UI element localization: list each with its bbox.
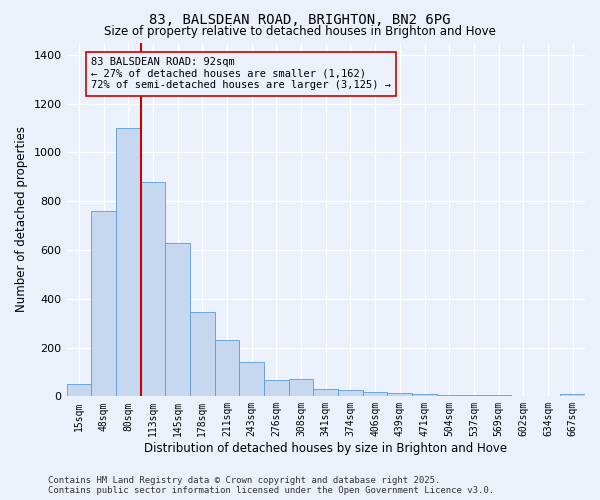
- Bar: [215, 340, 239, 396]
- Text: Size of property relative to detached houses in Brighton and Hove: Size of property relative to detached ho…: [104, 25, 496, 38]
- Bar: [239, 362, 264, 396]
- Text: 83 BALSDEAN ROAD: 92sqm
← 27% of detached houses are smaller (1,162)
72% of semi: 83 BALSDEAN ROAD: 92sqm ← 27% of detache…: [91, 57, 391, 90]
- Text: 83, BALSDEAN ROAD, BRIGHTON, BN2 6PG: 83, BALSDEAN ROAD, BRIGHTON, BN2 6PG: [149, 12, 451, 26]
- Bar: [388, 394, 412, 396]
- Y-axis label: Number of detached properties: Number of detached properties: [15, 126, 28, 312]
- Bar: [338, 390, 363, 396]
- Bar: [412, 394, 437, 396]
- Bar: [461, 395, 486, 396]
- Bar: [313, 389, 338, 396]
- Bar: [91, 211, 116, 396]
- Bar: [165, 242, 190, 396]
- Bar: [363, 392, 388, 396]
- Text: Contains HM Land Registry data © Crown copyright and database right 2025.
Contai: Contains HM Land Registry data © Crown c…: [48, 476, 494, 495]
- Bar: [67, 384, 91, 396]
- Bar: [116, 128, 140, 396]
- X-axis label: Distribution of detached houses by size in Brighton and Hove: Distribution of detached houses by size …: [144, 442, 508, 455]
- Bar: [264, 380, 289, 396]
- Bar: [190, 312, 215, 396]
- Bar: [289, 380, 313, 396]
- Bar: [140, 182, 165, 396]
- Bar: [560, 394, 585, 396]
- Bar: [437, 394, 461, 396]
